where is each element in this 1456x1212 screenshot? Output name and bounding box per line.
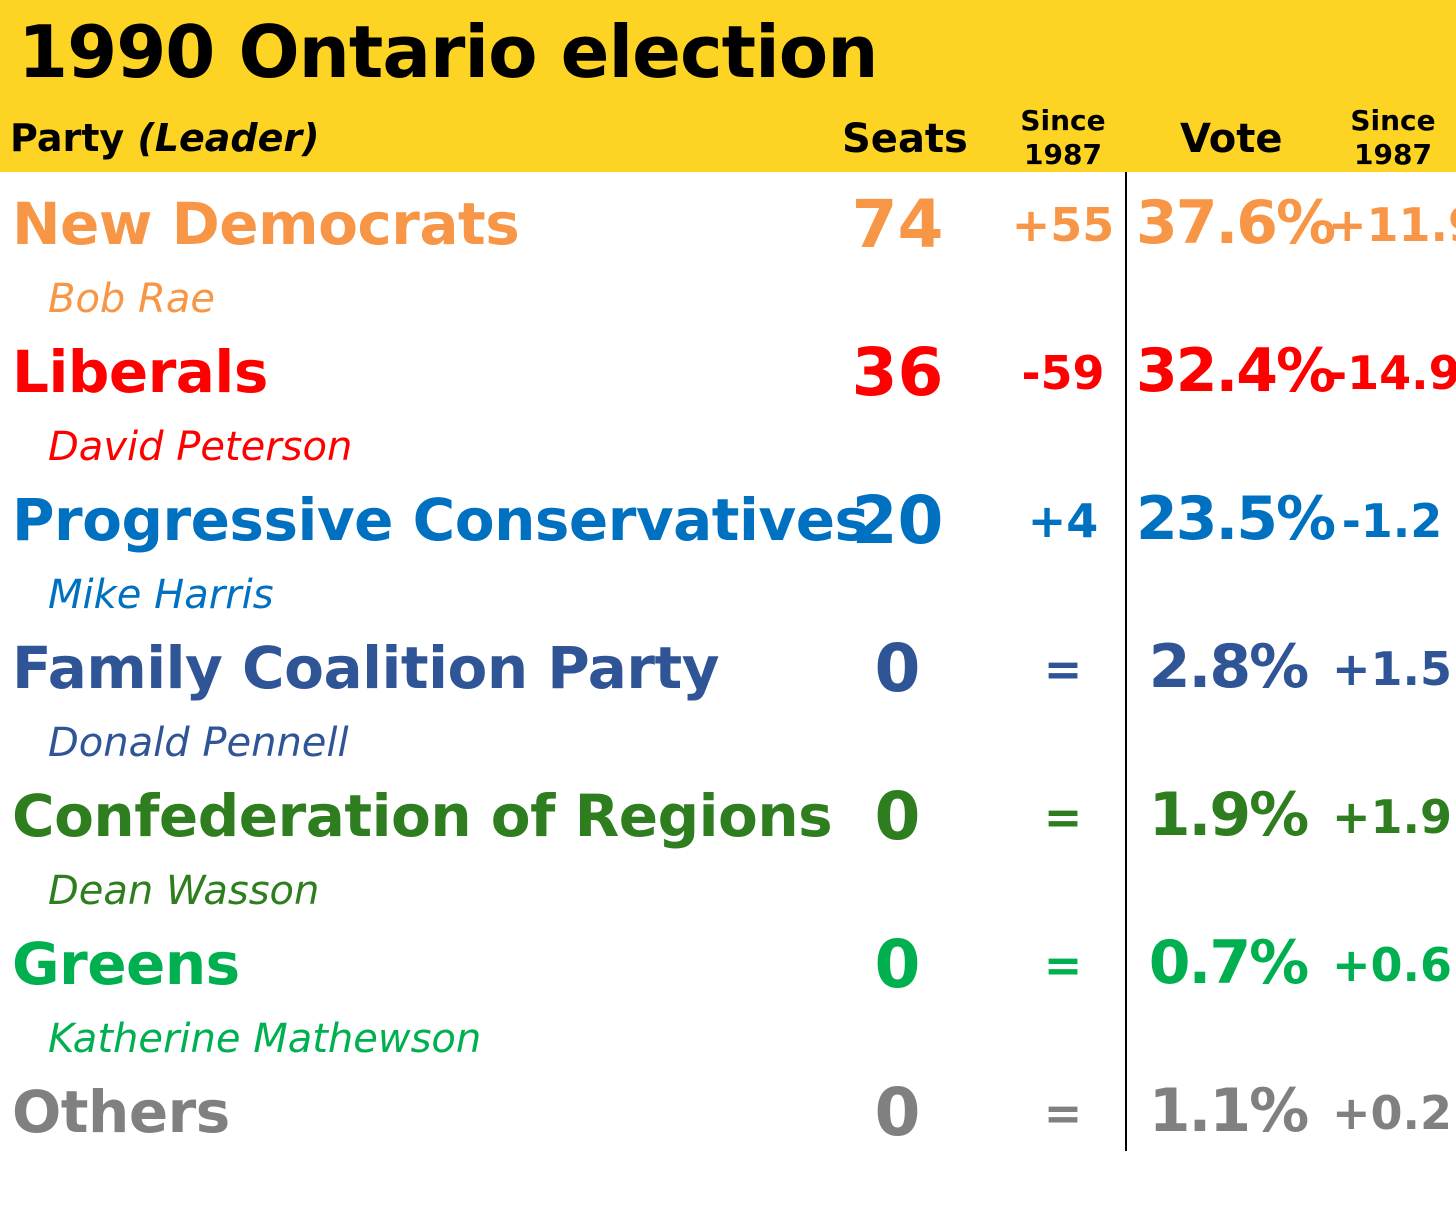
- leader-name: Bob Rae: [48, 276, 215, 322]
- party-name: Liberals: [12, 338, 268, 406]
- party-column-header: Party (Leader): [10, 116, 319, 160]
- header-banner: 1990 Ontario election Party (Leader) Sea…: [0, 0, 1456, 172]
- leader-header-label: (Leader): [137, 116, 320, 160]
- seat-count: 74: [851, 186, 944, 263]
- vote-change: -1.2: [1341, 494, 1443, 548]
- leader-name: Dean Wasson: [48, 868, 320, 914]
- vote-change-column-header: Since 1987: [1338, 104, 1448, 172]
- seat-change: -59: [1021, 346, 1105, 400]
- vote-change: +11.9: [1328, 198, 1456, 252]
- vote-share: 2.8%: [1148, 632, 1309, 702]
- vote-share: 1.9%: [1148, 780, 1309, 850]
- seat-count: 0: [874, 1074, 921, 1151]
- vote-share: 1.1%: [1148, 1076, 1309, 1146]
- seat-change: +4: [1027, 494, 1099, 548]
- party-name: Family Coalition Party: [12, 634, 720, 702]
- page-title: 1990 Ontario election: [18, 10, 878, 94]
- vote-share: 37.6%: [1136, 188, 1336, 258]
- leader-name: Donald Pennell: [48, 720, 349, 766]
- vote-change-header-year: 1987: [1354, 138, 1432, 171]
- seat-count: 20: [851, 482, 944, 559]
- seat-count: 0: [874, 630, 921, 707]
- seat-count: 0: [874, 926, 921, 1003]
- vote-change: +0.6: [1331, 938, 1453, 992]
- seat-change-header-year: 1987: [1024, 138, 1102, 171]
- vote-share: 32.4%: [1136, 336, 1336, 406]
- party-name: Greens: [12, 930, 240, 998]
- vote-change-header-label: Since: [1350, 104, 1436, 137]
- seat-change: =: [1043, 1086, 1083, 1140]
- vote-change: +1.9: [1331, 790, 1453, 844]
- party-name: New Democrats: [12, 190, 520, 258]
- vote-change: +0.2: [1331, 1086, 1453, 1140]
- table-row: Others 0 = 1.1% +0.2: [0, 1064, 1456, 1212]
- seat-count: 0: [874, 778, 921, 855]
- table-row: New Democrats Bob Rae 74 +55 37.6%+11.9: [0, 176, 1456, 324]
- seat-change: =: [1043, 642, 1083, 696]
- vote-share: 0.7%: [1148, 928, 1309, 998]
- party-name: Others: [12, 1078, 230, 1146]
- party-header-label: Party: [10, 116, 125, 160]
- party-name: Confederation of Regions: [12, 782, 833, 850]
- vote-column-header: Vote: [1180, 116, 1283, 162]
- seat-change: =: [1043, 790, 1083, 844]
- seat-count: 36: [851, 334, 944, 411]
- seats-column-header: Seats: [842, 116, 968, 162]
- column-divider: [1125, 172, 1127, 1151]
- vote-change: +1.5: [1331, 642, 1453, 696]
- vote-share: 23.5%: [1136, 484, 1336, 554]
- table-row: Progressive Conservatives Mike Harris 20 +4…: [0, 472, 1456, 620]
- leader-name: Katherine Mathewson: [48, 1016, 482, 1062]
- table-row: Confederation of Regions Dean Wasson 0 = 1.9…: [0, 768, 1456, 916]
- seat-change-header-label: Since: [1020, 104, 1106, 137]
- table-row: Liberals David Peterson 36 -59 32.4% -14.9: [0, 324, 1456, 472]
- table-row: Greens Katherine Mathewson 0 = 0.7% +0.6: [0, 916, 1456, 1064]
- leader-name: David Peterson: [48, 424, 353, 470]
- seat-change-column-header: Since 1987: [1008, 104, 1118, 172]
- table-row: Family Coalition Party Donald Pennell 0 = 2.…: [0, 620, 1456, 768]
- seat-change: +55: [1011, 198, 1115, 252]
- leader-name: Mike Harris: [48, 572, 274, 618]
- party-name: Progressive Conservatives: [12, 486, 869, 554]
- vote-change: -14.9: [1328, 346, 1456, 400]
- seat-change: =: [1043, 938, 1083, 992]
